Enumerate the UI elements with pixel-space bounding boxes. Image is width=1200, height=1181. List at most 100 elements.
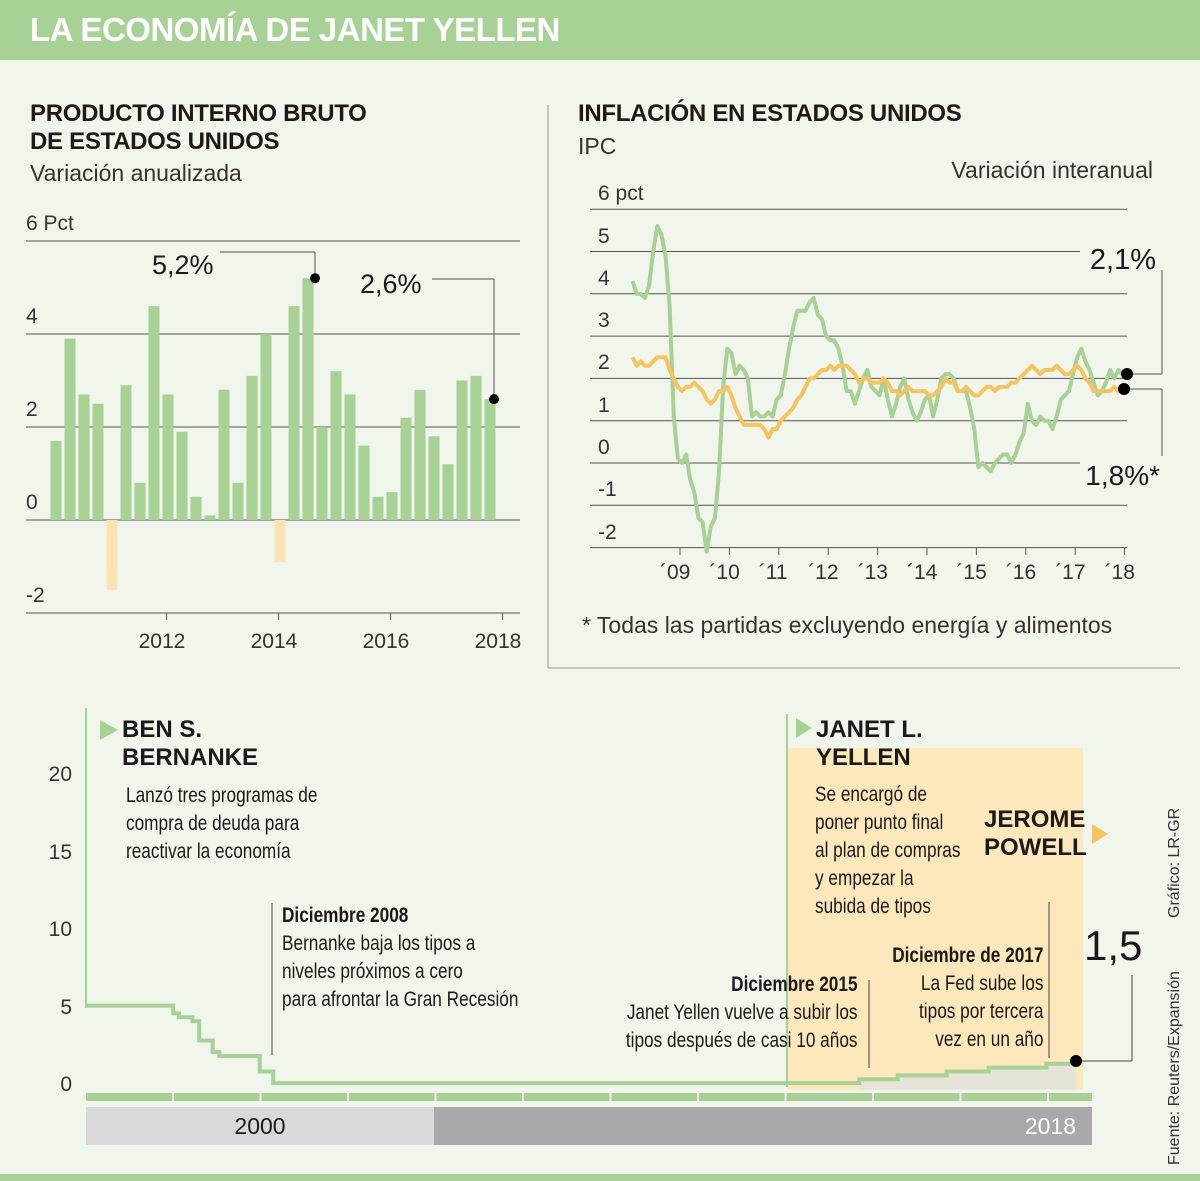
gdp-x-tick-label: 2016 — [362, 630, 410, 653]
gdp-bar — [316, 427, 328, 520]
dec2015-title: Diciembre 2015 — [731, 973, 858, 996]
inflation-y-tick-label: 2 — [598, 351, 610, 375]
rates-y-tick-label: 5 — [60, 995, 72, 1019]
inflation-y-tick-label: -2 — [598, 520, 617, 544]
dec2017-desc-line: tipos por tercera — [918, 1000, 1043, 1023]
headline-cpi-line — [630, 224, 1124, 554]
rates-y-tick-label: 20 — [48, 763, 72, 786]
bernanke-arrow-icon — [100, 720, 118, 740]
bernanke-desc-line: Lanzó tres programas de — [126, 784, 318, 807]
gdp-y-tick-label: 4 — [26, 305, 38, 328]
gdp-y-tick-label: -2 — [26, 584, 45, 607]
inflation-y-tick-label: 6 pct — [598, 182, 644, 206]
era-label-2018: 2018 — [434, 1107, 1092, 1145]
gdp-peak-dot — [310, 273, 320, 284]
fed-rate-step-line — [86, 1003, 1076, 1086]
rates-y-tick-label: 15 — [48, 840, 72, 864]
inflation-x-tick-label: ´12 — [808, 561, 839, 584]
gdp-y-tick-label: 0 — [26, 491, 38, 514]
gdp-y-tick-label: 6 Pct — [26, 212, 74, 235]
gdp-bar — [484, 399, 496, 520]
yellen-desc-line: Se encargó de — [815, 783, 928, 806]
gdp-bar — [372, 496, 384, 520]
last-rate-dot — [1070, 1055, 1082, 1067]
dec2017-title: Diciembre de 2017 — [891, 944, 1043, 967]
gdp-bar — [386, 492, 398, 520]
inflation-y-tick-label: 3 — [598, 309, 610, 333]
headline-cpi-label: 2,1% — [1089, 244, 1156, 276]
inflation-measure: Variación interanual — [951, 157, 1153, 183]
bernanke-description: Lanzó tres programas de compra de deuda … — [126, 782, 317, 866]
inflation-y-tick-label: 1 — [598, 393, 610, 417]
rates-y-tick-label: 10 — [48, 918, 72, 941]
gdp-bar — [134, 482, 146, 520]
yellen-desc-line: poner punto final — [815, 811, 944, 834]
gdp-bar — [232, 482, 244, 520]
inflation-x-tick-label: ´09 — [660, 561, 691, 584]
gdp-bar — [428, 436, 440, 520]
inflation-x-tick-label: ´13 — [857, 561, 888, 584]
dec2017-desc-line: La Fed sube los — [920, 972, 1043, 995]
gdp-bar — [176, 431, 188, 520]
gdp-bar — [218, 389, 230, 520]
bernanke-name-2: BERNANKE — [122, 744, 259, 771]
gdp-bar — [400, 417, 412, 520]
dec2008-desc-line: niveles próximos a cero — [282, 960, 463, 983]
dec2008-desc-line: para afrontar la Gran Recesión — [282, 988, 519, 1011]
header-bar: LA ECONOMÍA DE JANET YELLEN — [0, 0, 1200, 60]
last-rate-label: 1,5 — [1084, 922, 1143, 969]
inflation-title: INFLACIÓN EN ESTADOS UNIDOS — [578, 100, 962, 127]
gdp-bar — [78, 394, 90, 520]
source-credit: Fuente: Reuters/Expansión — [1166, 971, 1183, 1165]
gdp-bar — [50, 440, 62, 520]
gdp-x-tick-label: 2014 — [250, 630, 298, 653]
gdp-bar — [64, 338, 76, 520]
gdp-bar — [456, 380, 468, 520]
inflation-x-tick-label: ´11 — [758, 561, 788, 584]
gdp-last-label: 2,6% — [360, 269, 422, 299]
gdp-bar — [414, 389, 426, 520]
yellen-name-1: JANET L. — [816, 716, 923, 743]
gdp-bar — [204, 515, 216, 520]
core-cpi-line — [630, 355, 1124, 440]
bernanke-desc-line: compra de deuda para — [126, 812, 300, 835]
yellen-desc-line: y empezar la — [815, 867, 914, 890]
gdp-bar — [330, 371, 342, 520]
footer-bar — [0, 1174, 1200, 1181]
gdp-x-tick-label: 2018 — [474, 630, 522, 653]
yellen-name-2: YELLEN — [816, 744, 911, 771]
gdp-bar — [120, 385, 132, 520]
gdp-bar — [302, 278, 314, 520]
powell-name-2: POWELL — [984, 834, 1087, 861]
inflation-subtitle: IPC — [578, 133, 617, 159]
gdp-peak-label: 5,2% — [152, 250, 214, 280]
gdp-x-tick-label: 2012 — [138, 630, 186, 653]
gdp-bar — [344, 394, 356, 520]
gdp-bar — [92, 403, 104, 520]
yellen-desc-line: al plan de compras — [815, 839, 961, 862]
inflation-y-tick-label: 4 — [598, 266, 610, 290]
inflation-x-tick-label: ´16 — [1005, 561, 1037, 584]
yellen-description: Se encargó de poner punto final al plan … — [815, 781, 960, 921]
core-cpi-dot — [1118, 383, 1130, 395]
inflation-x-tick-label: ´10 — [709, 561, 740, 584]
powell-arrow-icon — [1092, 824, 1108, 844]
gdp-bar — [106, 520, 118, 590]
gdp-bar — [358, 445, 370, 520]
era-label-2000: 2000 — [86, 1107, 434, 1145]
dec2017-desc-line: vez en un año — [934, 1028, 1043, 1051]
gdp-bar — [442, 464, 454, 520]
gdp-title-1: PRODUCTO INTERNO BRUTO — [30, 100, 367, 127]
gdp-bar — [148, 306, 160, 520]
rate-hike-area — [859, 1063, 1076, 1090]
dec2015-note: Diciembre 2015 Janet Yellen vuelve a sub… — [626, 971, 858, 1055]
yellen-desc-line: subida de tipos — [815, 895, 931, 918]
powell-name-1: JEROME — [984, 806, 1086, 833]
gdp-bar — [260, 334, 272, 520]
gdp-bar — [246, 375, 258, 520]
dec2008-note: Diciembre 2008 Bernanke baja los tipos a… — [282, 902, 518, 1014]
gdp-subtitle: Variación anualizada — [30, 160, 242, 186]
inflation-y-tick-label: 5 — [598, 224, 610, 248]
dec2008-title: Diciembre 2008 — [282, 904, 409, 927]
